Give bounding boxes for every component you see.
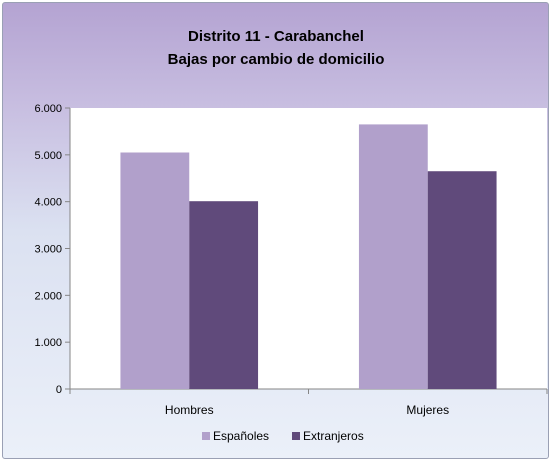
x-axis: Hombres Mujeres (69, 388, 548, 417)
bar-espanoles (358, 124, 428, 390)
y-tick-label: 4.000 (34, 197, 62, 209)
chart-title: Distrito 11 - Carabanchel (188, 28, 364, 45)
bar-extranjeros (427, 171, 497, 389)
y-tick-label: 3.000 (34, 244, 62, 256)
legend-swatch (292, 432, 300, 440)
bars-group (120, 124, 497, 390)
y-tick-label: 0 (56, 384, 62, 396)
y-tick-label: 6.000 (34, 103, 62, 115)
x-category-label: Mujeres (406, 403, 449, 417)
legend: Españoles Extranjeros (202, 429, 364, 443)
y-tick-label: 5.000 (34, 150, 62, 162)
chart-subtitle: Bajas por cambio de domicilio (168, 51, 385, 68)
chart-frame: Distrito 11 - Carabanchel Bajas por camb… (2, 2, 549, 459)
y-tick-label: 2.000 (34, 290, 62, 302)
x-category-label: Hombres (165, 403, 214, 417)
chart-svg: Distrito 11 - Carabanchel Bajas por camb… (34, 28, 548, 443)
legend-label: Extranjeros (303, 429, 364, 443)
legend-swatch (202, 432, 210, 440)
y-axis: 0 1.000 2.000 3.000 4.000 5.000 6.000 (34, 103, 71, 396)
bar-espanoles (120, 152, 190, 389)
y-tick-label: 1.000 (34, 337, 62, 349)
legend-label: Españoles (213, 429, 269, 443)
bar-extranjeros (189, 201, 259, 389)
